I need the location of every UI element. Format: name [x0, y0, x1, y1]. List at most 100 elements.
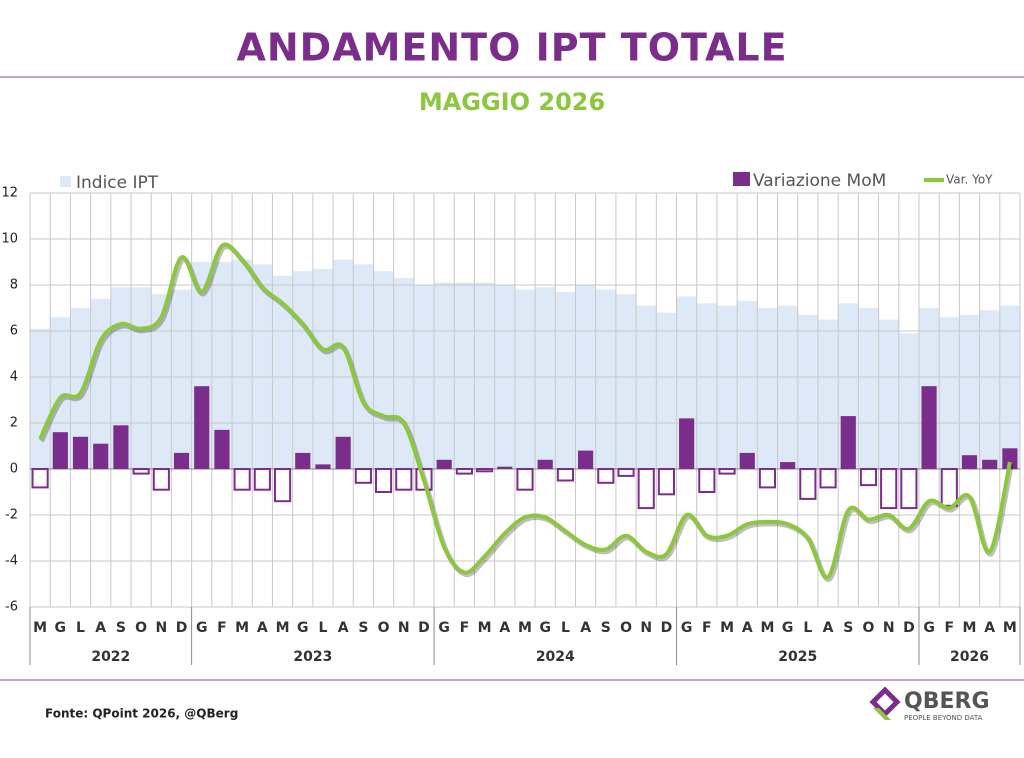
bar	[353, 264, 374, 469]
bar	[295, 452, 311, 469]
bar	[515, 289, 535, 469]
bar	[780, 462, 796, 469]
bar	[194, 386, 210, 469]
x-tick-label: A	[823, 620, 834, 636]
bar	[214, 429, 230, 469]
y-tick-label: 2	[10, 416, 18, 431]
bar	[292, 271, 313, 469]
bar	[335, 436, 351, 469]
bar	[859, 468, 878, 487]
bar	[982, 459, 998, 469]
x-tick-label: F	[702, 620, 712, 636]
x-tick-label: F	[217, 620, 227, 636]
x-tick-label: A	[742, 620, 753, 636]
bar	[31, 468, 49, 489]
x-tick-label: G	[923, 620, 935, 636]
bar	[374, 468, 393, 493]
x-tick-label: G	[539, 620, 551, 636]
bar	[455, 468, 473, 475]
x-tick-label: A	[338, 620, 349, 636]
bar	[315, 464, 331, 469]
x-tick-label: O	[378, 620, 390, 636]
bar	[50, 317, 71, 469]
x-tick-label: D	[903, 620, 915, 636]
x-tick-label: D	[661, 620, 673, 636]
bar	[354, 468, 372, 484]
x-tick-label: N	[155, 620, 167, 636]
bar	[93, 443, 109, 469]
bar	[616, 294, 636, 469]
x-tick-label: S	[358, 620, 368, 636]
x-tick-label: M	[720, 620, 734, 636]
bar	[797, 314, 818, 469]
bar	[72, 436, 89, 469]
x-tick-label: D	[418, 620, 430, 636]
x-tick-label: G	[297, 620, 309, 636]
x-tick-label: A	[580, 620, 591, 636]
bar	[436, 459, 452, 469]
year-label: 2024	[536, 649, 575, 665]
bar	[516, 468, 534, 491]
x-tick-label: M	[276, 620, 290, 636]
bar	[70, 308, 91, 469]
y-tick-label: -6	[5, 600, 18, 615]
y-tick-label: 6	[10, 324, 18, 339]
bar	[636, 305, 657, 469]
bar	[497, 466, 513, 469]
x-tick-label: A	[499, 620, 510, 636]
x-tick-label: F	[944, 620, 954, 636]
x-tick-label: L	[318, 620, 327, 636]
bar	[132, 468, 150, 475]
bar	[434, 282, 455, 469]
x-tick-label: N	[640, 620, 652, 636]
bar	[696, 303, 717, 469]
bar	[939, 317, 960, 469]
bar	[333, 259, 354, 469]
bar	[818, 319, 838, 469]
x-tick-label: M	[33, 620, 47, 636]
bar	[556, 468, 574, 482]
x-tick-label: A	[95, 620, 106, 636]
bar	[698, 468, 716, 493]
bar	[819, 468, 837, 489]
bar	[474, 282, 495, 469]
legend-label: Var. YoY	[946, 173, 993, 187]
bar	[999, 305, 1020, 469]
bar	[537, 459, 553, 469]
x-tick-label: G	[681, 620, 693, 636]
bar	[880, 468, 898, 510]
bar	[454, 282, 475, 469]
legend-label: Indice IPT	[76, 173, 159, 193]
bar	[272, 275, 293, 469]
bar	[679, 418, 695, 469]
bar	[959, 314, 980, 469]
bar	[898, 333, 919, 469]
chart-title: ANDAMENTO IPT TOTALE	[236, 26, 787, 70]
year-label: 2026	[950, 649, 989, 665]
bar	[718, 468, 736, 475]
bar	[739, 452, 755, 469]
bar	[171, 289, 192, 469]
x-tick-label: M	[760, 620, 774, 636]
x-tick-label: G	[782, 620, 794, 636]
x-tick-label: M	[1003, 620, 1017, 636]
bar	[253, 468, 271, 491]
x-tick-label: S	[843, 620, 853, 636]
bar	[961, 455, 978, 469]
x-tick-label: L	[803, 620, 812, 636]
source: Fonte: QPoint 2026, @QBerg	[45, 707, 238, 721]
bar	[113, 425, 129, 469]
x-tick-label: F	[460, 620, 470, 636]
bar	[373, 271, 394, 469]
x-tick-label: A	[984, 620, 995, 636]
bar	[111, 287, 131, 469]
legend-label: Variazione MoM	[753, 171, 886, 191]
bar	[90, 298, 111, 469]
y-tick-label: 10	[1, 232, 18, 247]
bar	[597, 468, 615, 484]
x-tick-label: M	[478, 620, 492, 636]
x-tick-label: A	[257, 620, 268, 636]
x-tick-label: N	[398, 620, 410, 636]
bar	[921, 386, 937, 469]
bar	[799, 468, 817, 500]
